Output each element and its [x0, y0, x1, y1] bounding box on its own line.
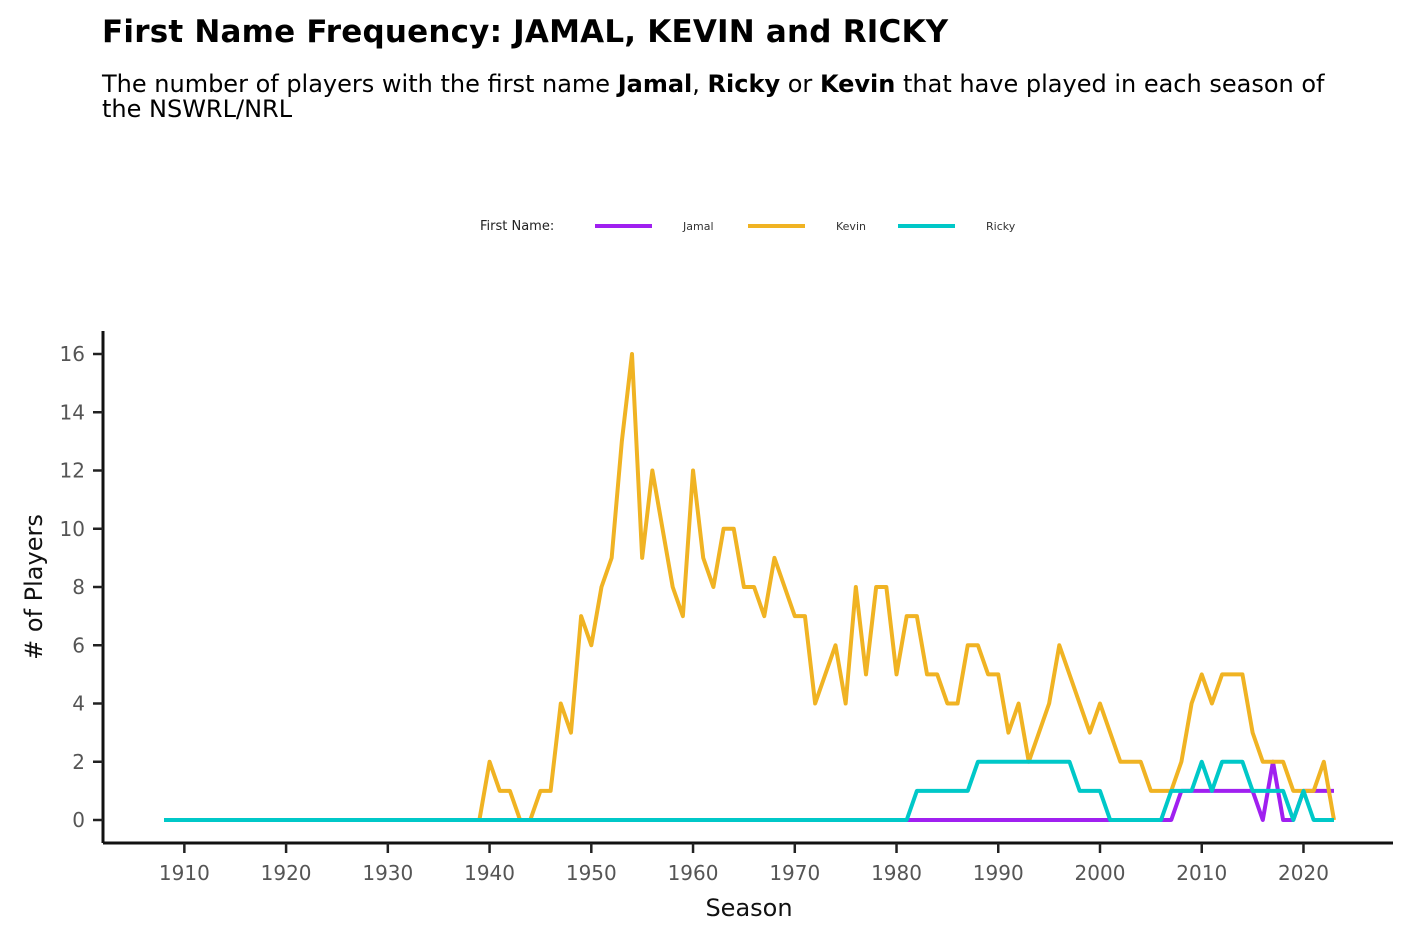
x-tick-label: 1960 — [668, 861, 719, 885]
chart-subtitle: The number of players with the first nam… — [102, 72, 1352, 122]
legend-label-kevin: Kevin — [836, 220, 866, 233]
x-tick-label: 1990 — [973, 861, 1024, 885]
y-tick-label: 6 — [72, 633, 85, 657]
y-tick-label: 4 — [72, 692, 85, 716]
x-tick-label: 1920 — [261, 861, 312, 885]
y-tick-label: 8 — [72, 575, 85, 599]
series-line-kevin — [164, 352, 1336, 822]
x-tick-label: 2010 — [1176, 861, 1227, 885]
series-lines — [164, 352, 1336, 822]
y-tick-label: 12 — [60, 459, 85, 483]
subtitle-name-ricky: Ricky — [707, 70, 781, 98]
y-axis-title: # of Players — [20, 514, 48, 660]
legend-label-jamal: Jamal — [682, 220, 714, 233]
x-tick-label: 1970 — [769, 861, 820, 885]
x-tick-label: 2000 — [1075, 861, 1126, 885]
x-tick-label: 1950 — [566, 861, 617, 885]
legend: First Name: Jamal Kevin Ricky — [480, 219, 1016, 234]
legend-label-ricky: Ricky — [986, 220, 1016, 233]
x-tick-label: 1980 — [871, 861, 922, 885]
axes: 0 2 4 6 8 10 12 14 16 1910 1920 1930 1940 1950 1960 197… — [60, 331, 1393, 885]
x-tick-label: 2020 — [1278, 861, 1329, 885]
subtitle-tail: that have played in each season of the N… — [102, 70, 1325, 123]
y-tick-label: 14 — [60, 400, 85, 424]
y-tick-label: 0 — [72, 808, 85, 832]
subtitle-name-kevin: Kevin — [819, 70, 896, 98]
subtitle-lead: The number of players with the first nam… — [102, 70, 611, 98]
legend-title: First Name: — [480, 219, 554, 234]
x-tick-label: 1940 — [464, 861, 515, 885]
chart-title: First Name Frequency: JAMAL, KEVIN and R… — [102, 14, 949, 50]
y-tick-label: 2 — [72, 750, 85, 774]
subtitle-separator: , — [692, 70, 700, 98]
x-axis-title: Season — [705, 894, 792, 922]
subtitle-or: or — [787, 70, 813, 98]
x-tick-label: 1910 — [159, 861, 210, 885]
x-tick-label: 1930 — [362, 861, 413, 885]
subtitle-name-jamal: Jamal — [617, 70, 693, 98]
y-tick-label: 16 — [60, 342, 85, 366]
series-line-ricky — [164, 759, 1334, 822]
y-tick-label: 10 — [60, 517, 85, 541]
